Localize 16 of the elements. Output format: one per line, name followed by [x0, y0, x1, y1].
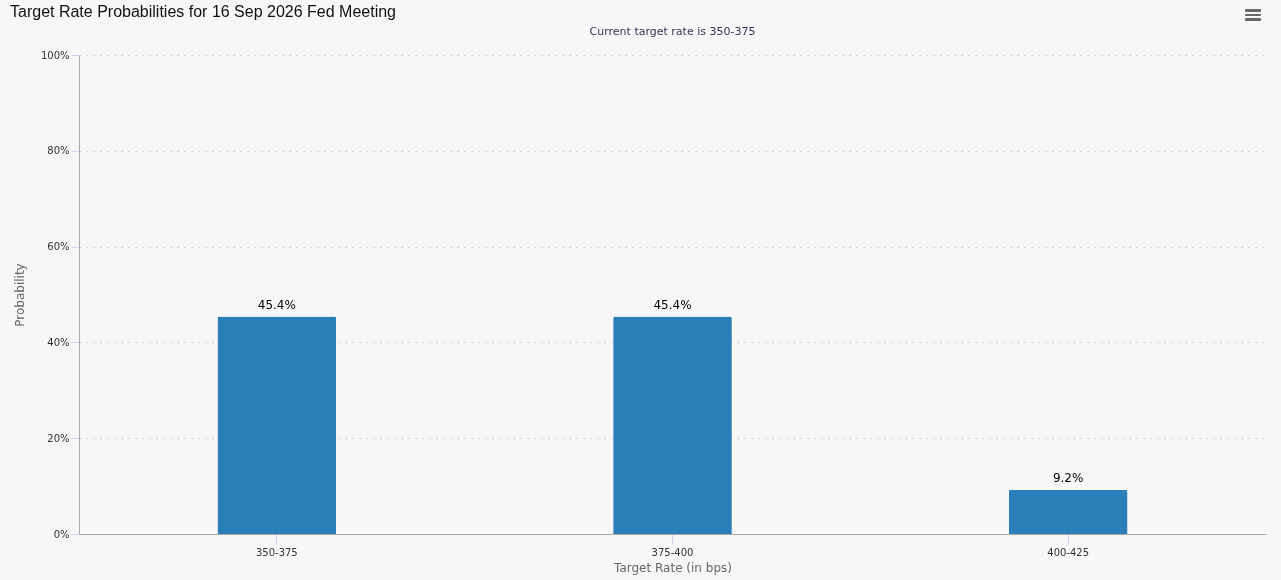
- y-tick-label: 20%: [47, 432, 70, 444]
- y-tick-label: 60%: [47, 241, 70, 253]
- y-tick-label: 80%: [47, 145, 70, 157]
- data-label: 9.2%: [1052, 470, 1084, 485]
- data-label: 45.4%: [653, 297, 692, 312]
- y-tick-label: 0%: [53, 528, 70, 540]
- data-label: 45.4%: [257, 297, 296, 312]
- chart-subtitle: Current target rate is 350-375: [589, 25, 756, 38]
- y-tick-label: 100%: [40, 49, 70, 61]
- y-tick-label: 40%: [47, 336, 70, 348]
- x-tick-label: 350-375: [255, 546, 298, 558]
- x-tick-label: 400-425: [1047, 546, 1090, 558]
- x-tick-label: 375-400: [651, 546, 694, 558]
- x-axis-title: Target Rate (in bps): [613, 560, 732, 575]
- y-axis-title: Probability: [12, 263, 27, 327]
- chart-title: Target Rate Probabilities for 16 Sep 2026 Fed Meeting: [10, 3, 397, 21]
